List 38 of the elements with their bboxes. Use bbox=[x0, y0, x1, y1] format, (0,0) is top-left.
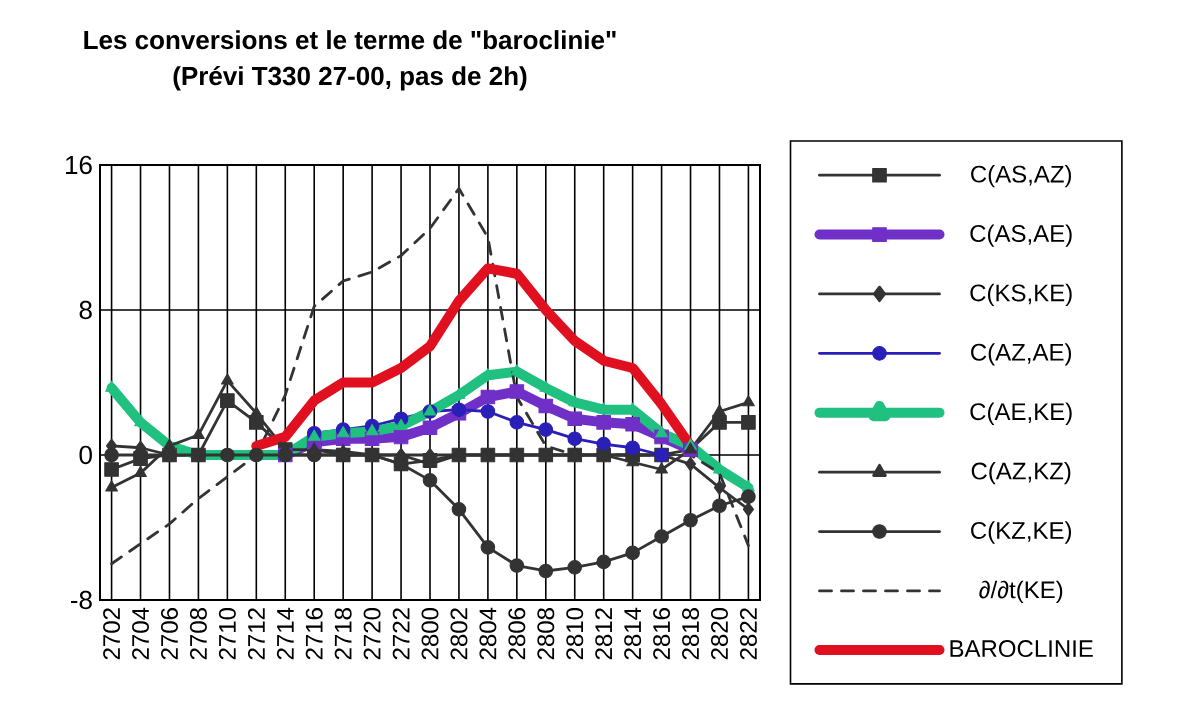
x-tick-label: 2802 bbox=[450, 608, 468, 660]
legend-label: C(KZ,KE) bbox=[971, 521, 1072, 544]
x-tick-label: 2812 bbox=[595, 608, 613, 660]
x-tick-label: 2806 bbox=[508, 608, 526, 660]
x-tick-label: 2704 bbox=[132, 607, 150, 660]
chart-subtitle: (Prévi T330 27-00, pas de 2h) bbox=[173, 65, 527, 91]
legend-label: C(AZ,AE) bbox=[971, 343, 1072, 366]
x-tick-label: 2820 bbox=[710, 607, 728, 660]
x-tick-label: 2712 bbox=[247, 608, 265, 660]
x-tick-label: 2816 bbox=[653, 608, 671, 660]
x-tick-label: 2722 bbox=[392, 608, 410, 660]
x-tick-label: 2708 bbox=[189, 608, 207, 660]
x-tick-label: 2814 bbox=[624, 607, 642, 660]
y-tick-label: 0 bbox=[79, 445, 92, 465]
legend-label: C(AZ,KZ) bbox=[971, 461, 1071, 485]
legend-label: C(KS,KE) bbox=[970, 283, 1072, 307]
legend-label: C(AS,AZ) bbox=[971, 165, 1072, 188]
x-tick-label: 2714 bbox=[276, 607, 294, 660]
chart-title: Les conversions et le terme de "baroclinie" bbox=[84, 30, 616, 50]
legend-label: C(AE,KE) bbox=[970, 402, 1072, 425]
x-tick-label: 2818 bbox=[682, 608, 700, 660]
x-tick-label: 2706 bbox=[160, 608, 178, 660]
legend-label: C(AS,AE) bbox=[970, 224, 1072, 247]
y-tick-label: -8 bbox=[70, 590, 92, 610]
x-tick-label: 2804 bbox=[479, 607, 497, 660]
x-tick-label: 2710 bbox=[218, 607, 236, 660]
y-tick-label: 16 bbox=[65, 155, 92, 175]
x-tick-label: 2718 bbox=[334, 608, 352, 660]
x-tick-label: 2702 bbox=[103, 608, 121, 660]
x-tick-label: 2810 bbox=[566, 607, 584, 660]
x-tick-label: 2716 bbox=[305, 608, 323, 660]
y-tick-label: 8 bbox=[79, 300, 92, 320]
x-tick-label: 2720 bbox=[363, 607, 381, 660]
x-tick-label: 2800 bbox=[421, 607, 439, 660]
legend-label: BAROCLINIE bbox=[950, 640, 1093, 658]
legend-label: ∂/∂t(KE) bbox=[979, 580, 1063, 604]
x-tick-label: 2822 bbox=[739, 608, 757, 660]
x-tick-label: 2808 bbox=[537, 608, 555, 660]
